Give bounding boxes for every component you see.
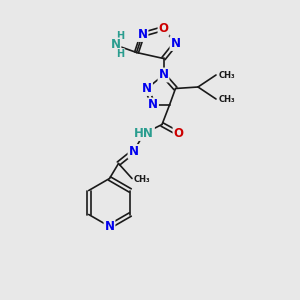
Text: O: O: [173, 127, 184, 140]
Text: H: H: [116, 49, 124, 59]
Text: N: N: [137, 28, 148, 41]
Text: H: H: [116, 31, 124, 41]
Text: N: N: [110, 38, 121, 52]
Text: N: N: [158, 68, 169, 82]
Text: N: N: [104, 220, 115, 233]
Text: CH₃: CH₃: [218, 94, 235, 103]
Text: CH₃: CH₃: [218, 70, 235, 80]
Text: N: N: [148, 98, 158, 112]
Text: O: O: [158, 22, 169, 35]
Text: CH₃: CH₃: [134, 176, 150, 184]
Text: HN: HN: [134, 127, 154, 140]
Text: N: N: [170, 37, 181, 50]
Text: N: N: [128, 145, 139, 158]
Text: N: N: [142, 82, 152, 95]
